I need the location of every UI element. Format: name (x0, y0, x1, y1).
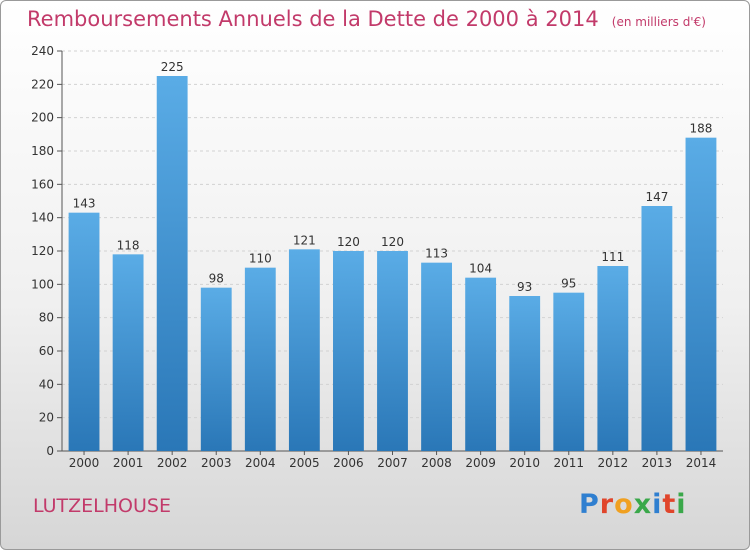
x-tick-label: 2014 (686, 456, 717, 470)
y-tick-label: 160 (31, 177, 54, 191)
y-tick-label: 220 (31, 77, 54, 91)
commune-name: LUTZELHOUSE (33, 495, 171, 517)
x-tick-label: 2012 (598, 456, 629, 470)
chart-title: Remboursements Annuels de la Dette de 20… (27, 7, 599, 31)
x-tick-label: 2003 (201, 456, 232, 470)
bars (68, 76, 717, 451)
bar-2014 (685, 137, 717, 451)
bar-2007 (377, 251, 408, 451)
x-tick-label: 2000 (69, 456, 100, 470)
x-tick-label: 2008 (421, 456, 452, 470)
labels: 0 20 40 60 80 100 120 140 160 180 200 220 240 143 2000… (31, 44, 716, 470)
bar-2008 (421, 262, 452, 451)
value-label: 113 (425, 247, 448, 261)
y-tick-label: 20 (39, 411, 54, 425)
x-tick-label: 2005 (289, 456, 320, 470)
y-tick-label: 140 (31, 211, 54, 225)
x-tick-label: 2001 (113, 456, 144, 470)
value-label: 93 (517, 280, 532, 294)
bar-2000 (68, 212, 100, 451)
y-tick-label: 60 (39, 344, 54, 358)
y-tick-label: 0 (46, 444, 54, 458)
value-label: 110 (249, 252, 272, 266)
title-row: Remboursements Annuels de la Dette de 20… (27, 7, 706, 31)
bar-2002 (156, 76, 188, 451)
value-label: 104 (469, 262, 492, 276)
bar-2006 (333, 251, 364, 451)
bar-2004 (244, 267, 276, 451)
bar-2013 (641, 206, 673, 451)
bar-2010 (509, 296, 541, 451)
bar-2005 (288, 249, 320, 451)
value-label: 188 (690, 122, 713, 136)
x-tick-label: 2009 (465, 456, 496, 470)
value-label: 147 (645, 190, 668, 204)
bar-2011 (553, 292, 585, 451)
value-label: 95 (561, 277, 576, 291)
bar-2003 (200, 287, 232, 451)
value-label: 118 (117, 238, 140, 252)
y-tick-label: 100 (31, 277, 54, 291)
value-label: 111 (601, 250, 624, 264)
bar-2009 (465, 277, 497, 451)
chart-unit: (en milliers d'€) (611, 15, 706, 29)
value-label: 120 (381, 235, 404, 249)
bar-2001 (112, 254, 144, 451)
x-tick-label: 2013 (642, 456, 673, 470)
value-label: 143 (73, 197, 96, 211)
y-tick-label: 40 (39, 377, 54, 391)
proxiti-logo: Proxiti (579, 489, 687, 520)
x-tick-label: 2006 (333, 456, 364, 470)
value-label: 120 (337, 235, 360, 249)
y-tick-label: 120 (31, 244, 54, 258)
value-label: 121 (293, 233, 316, 247)
x-tick-label: 2010 (509, 456, 540, 470)
x-tick-label: 2002 (157, 456, 188, 470)
y-tick-label: 80 (39, 311, 54, 325)
x-tick-label: 2007 (377, 456, 408, 470)
value-label: 225 (161, 60, 184, 74)
value-label: 98 (209, 272, 224, 286)
y-tick-label: 240 (31, 44, 54, 58)
y-tick-label: 200 (31, 111, 54, 125)
x-tick-label: 2004 (245, 456, 276, 470)
y-tick-label: 180 (31, 144, 54, 158)
x-tick-label: 2011 (553, 456, 584, 470)
bar-2012 (597, 266, 629, 451)
